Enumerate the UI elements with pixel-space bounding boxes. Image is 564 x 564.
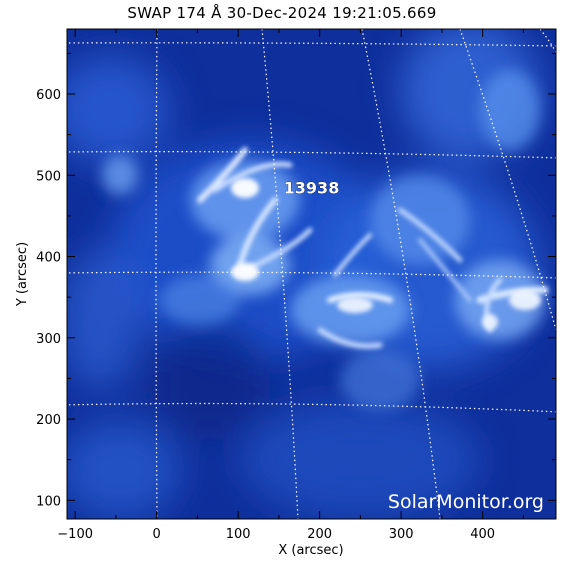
x-tick-label: 400 xyxy=(470,527,495,542)
y-tick-label: 300 xyxy=(36,332,61,347)
x-axis: −100 0 100 200 300 400 xyxy=(57,29,524,542)
x-tick-label: 300 xyxy=(389,527,414,542)
plot-frame xyxy=(66,28,557,520)
y-tick-label: 100 xyxy=(36,494,61,509)
solar-euv-image xyxy=(67,29,556,519)
y-tick-label: 200 xyxy=(36,413,61,428)
x-axis-label: X (arcsec) xyxy=(278,543,343,558)
grid-line xyxy=(361,29,441,519)
x-tick-label: 0 xyxy=(153,527,161,542)
x-tick-label: −100 xyxy=(57,527,93,542)
active-region-label: 13938 xyxy=(284,178,340,197)
y-axis-label: Y (arcsec) xyxy=(15,242,30,307)
grid-line xyxy=(459,29,556,331)
y-tick-label: 600 xyxy=(36,88,61,103)
grid-line xyxy=(155,29,158,519)
y-tick-label: 500 xyxy=(36,169,61,184)
watermark: SolarMonitor.org xyxy=(388,491,544,513)
y-axis: 100 200 300 400 500 600 xyxy=(36,52,556,509)
grid-line xyxy=(261,29,299,519)
x-tick-label: 100 xyxy=(226,527,251,542)
image-title: SWAP 174 Å 30-Dec-2024 19:21:05.669 xyxy=(127,4,437,22)
heliographic-grid xyxy=(67,29,556,519)
y-tick-label: 400 xyxy=(36,251,61,266)
x-tick-label: 200 xyxy=(307,527,332,542)
